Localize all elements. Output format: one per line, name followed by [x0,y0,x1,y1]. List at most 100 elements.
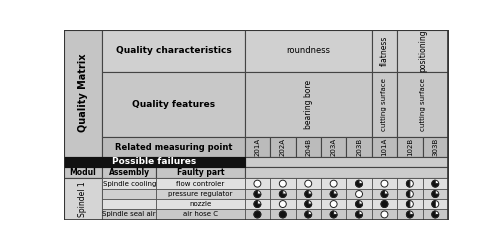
Polygon shape [102,30,245,72]
Circle shape [330,180,337,187]
Wedge shape [381,191,388,198]
Polygon shape [102,167,156,178]
Polygon shape [296,178,321,189]
Circle shape [280,211,286,218]
Polygon shape [244,157,448,167]
Circle shape [406,211,414,218]
Text: bearing bore: bearing bore [304,80,312,129]
Text: roundness: roundness [286,46,330,55]
Polygon shape [64,30,102,157]
Text: 203A: 203A [330,138,336,156]
Circle shape [432,201,438,207]
Polygon shape [270,209,295,220]
Wedge shape [280,191,286,198]
Polygon shape [321,189,346,199]
Text: pressure regulator: pressure regulator [168,191,232,197]
Text: nozzle: nozzle [190,201,212,207]
Polygon shape [244,167,448,178]
Wedge shape [432,180,438,187]
Circle shape [381,201,388,207]
Polygon shape [372,137,397,157]
Text: Faulty part: Faulty part [176,168,224,177]
Polygon shape [244,199,270,209]
Polygon shape [397,137,422,157]
Circle shape [356,201,362,207]
Circle shape [254,211,261,218]
Wedge shape [406,191,410,198]
Polygon shape [372,30,397,72]
Circle shape [406,191,414,198]
Circle shape [280,211,286,218]
Circle shape [305,201,312,207]
Wedge shape [356,211,362,218]
Text: flatness: flatness [380,36,389,66]
Circle shape [330,191,337,198]
Polygon shape [156,199,244,209]
Circle shape [254,191,261,198]
Polygon shape [156,178,244,189]
Polygon shape [397,72,448,137]
Polygon shape [422,137,448,157]
Polygon shape [397,209,422,220]
Polygon shape [346,137,372,157]
Polygon shape [244,137,270,157]
Polygon shape [244,209,270,220]
Polygon shape [397,199,422,209]
Polygon shape [346,189,372,199]
Text: 203B: 203B [356,138,362,156]
Polygon shape [102,72,245,137]
Circle shape [432,191,438,198]
Text: 303B: 303B [432,138,438,156]
Polygon shape [102,199,156,209]
Polygon shape [346,178,372,189]
Polygon shape [296,189,321,199]
Polygon shape [244,72,372,137]
Circle shape [381,191,388,198]
Text: Possible failures: Possible failures [112,157,196,166]
Circle shape [280,180,286,187]
Polygon shape [156,209,244,220]
Polygon shape [296,209,321,220]
Circle shape [254,211,261,218]
Circle shape [305,211,312,218]
Polygon shape [321,209,346,220]
Circle shape [356,211,362,218]
Wedge shape [406,180,410,187]
Wedge shape [432,211,438,218]
Polygon shape [422,189,448,199]
Wedge shape [356,201,362,207]
Wedge shape [254,191,261,198]
Circle shape [432,211,438,218]
Polygon shape [296,137,321,157]
Wedge shape [432,191,438,198]
Polygon shape [372,199,397,209]
Wedge shape [254,201,261,207]
Circle shape [280,201,286,207]
Polygon shape [296,199,321,209]
Circle shape [406,201,414,207]
Wedge shape [406,201,410,207]
Circle shape [330,201,337,207]
Text: 204B: 204B [305,138,311,156]
Polygon shape [397,30,448,72]
Wedge shape [356,180,362,187]
Circle shape [280,191,286,198]
Text: Modul: Modul [70,168,96,177]
Circle shape [432,180,438,187]
Polygon shape [422,178,448,189]
Text: Quality characteristics: Quality characteristics [116,46,232,55]
Text: Assembly: Assembly [108,168,150,177]
Polygon shape [372,72,397,137]
Circle shape [254,201,261,207]
Polygon shape [346,199,372,209]
Polygon shape [64,167,102,178]
Circle shape [381,211,388,218]
Polygon shape [372,209,397,220]
Wedge shape [305,201,312,207]
Polygon shape [422,199,448,209]
Wedge shape [305,211,312,218]
Circle shape [381,180,388,187]
Text: Quality Matrix: Quality Matrix [78,54,88,132]
Polygon shape [244,189,270,199]
Text: air hose C: air hose C [183,211,218,217]
